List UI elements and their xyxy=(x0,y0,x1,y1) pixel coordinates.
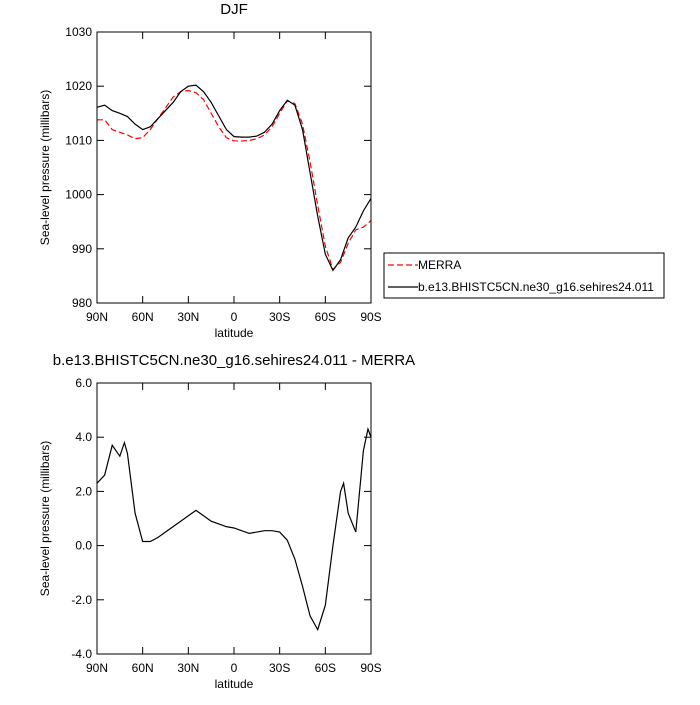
x-tick-label: 60S xyxy=(315,310,336,324)
y-tick-label: 4.0 xyxy=(75,430,92,444)
x-tick-label: 0 xyxy=(231,661,238,675)
chart-title: DJF xyxy=(220,1,248,18)
y-tick-label: 6.0 xyxy=(75,376,92,390)
x-tick-label: 30N xyxy=(177,661,199,675)
y-tick-label: 2.0 xyxy=(75,484,92,498)
legend-label: MERRA xyxy=(418,258,461,272)
legend-box xyxy=(383,252,665,299)
y-axis-label: Sea-level pressure (millibars) xyxy=(38,441,52,596)
y-tick-label: 1020 xyxy=(65,79,92,93)
data-line xyxy=(96,426,372,632)
plot-frame xyxy=(96,382,372,655)
y-axis-label: Sea-level pressure (millibars) xyxy=(38,90,52,245)
data-line xyxy=(96,84,372,272)
y-tick-label: 0.0 xyxy=(75,539,92,553)
chart-title: b.e13.BHISTC5CN.ne30_g16.sehires24.011 -… xyxy=(53,352,415,369)
x-tick-label: 90S xyxy=(360,661,381,675)
x-tick-label: 30S xyxy=(269,661,290,675)
y-tick-label: 1010 xyxy=(65,133,92,147)
legend-label: b.e13.BHISTC5CN.ne30_g16.sehires24.011 xyxy=(418,280,654,294)
y-tick-label: -2.0 xyxy=(71,593,92,607)
x-tick-label: 60S xyxy=(315,661,336,675)
x-tick-label: 0 xyxy=(231,310,238,324)
y-tick-label: 980 xyxy=(72,296,92,310)
x-axis-label: latitude xyxy=(215,677,254,691)
y-tick-label: 1030 xyxy=(65,25,92,39)
y-tick-label: 1000 xyxy=(65,188,92,202)
x-tick-label: 30N xyxy=(177,310,199,324)
y-tick-label: 990 xyxy=(72,242,92,256)
x-tick-label: 60N xyxy=(132,661,154,675)
x-tick-label: 90N xyxy=(86,661,108,675)
x-tick-label: 90S xyxy=(360,310,381,324)
plot-frame xyxy=(96,31,372,304)
data-line xyxy=(97,89,372,271)
x-tick-label: 90N xyxy=(86,310,108,324)
x-axis-label: latitude xyxy=(215,326,254,340)
x-tick-label: 60N xyxy=(132,310,154,324)
y-tick-label: -4.0 xyxy=(71,647,92,661)
x-tick-label: 30S xyxy=(269,310,290,324)
